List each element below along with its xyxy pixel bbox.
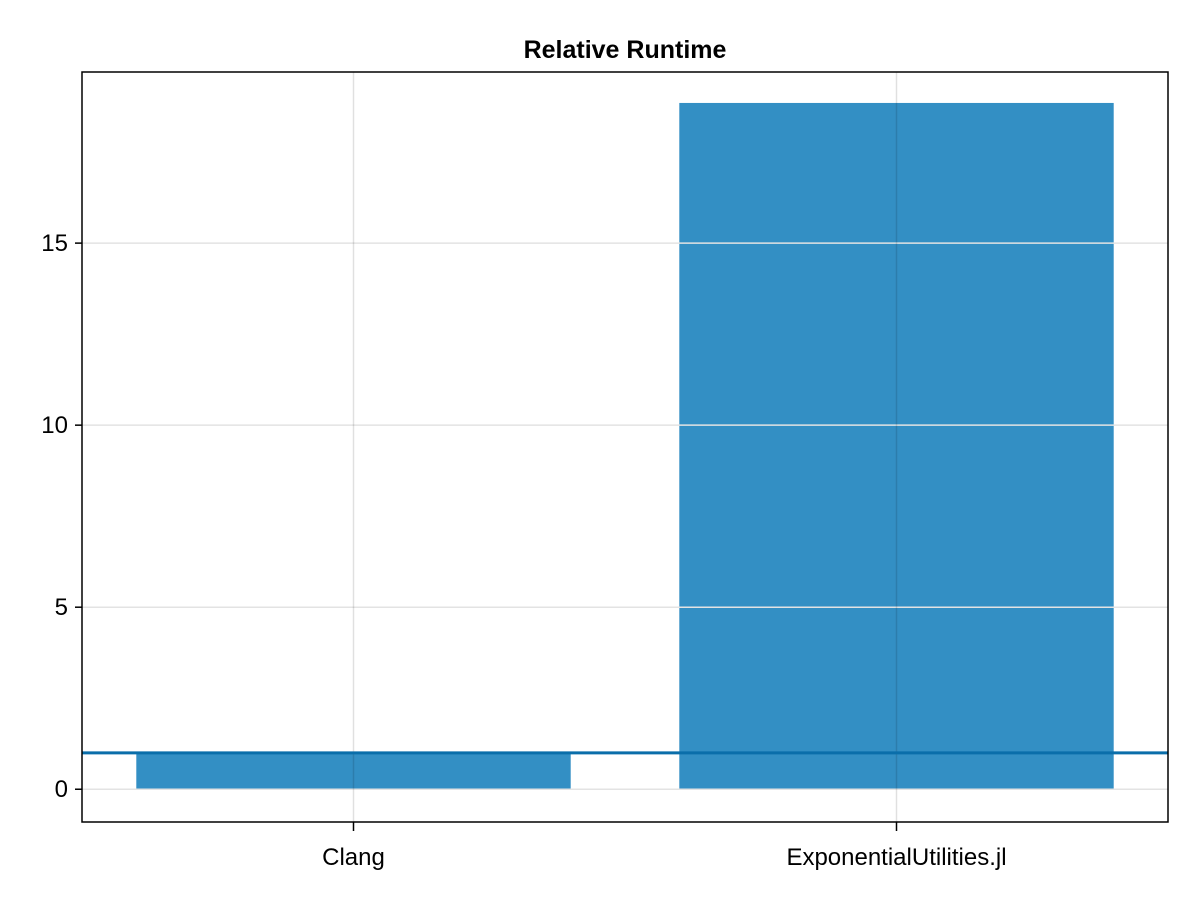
- x-tick-label: ExponentialUtilities.jl: [786, 844, 1006, 871]
- bars-layer: [136, 102, 1114, 790]
- y-tick-label: 0: [55, 776, 68, 803]
- chart-title: Relative Runtime: [524, 36, 727, 64]
- y-tick-label: 15: [41, 230, 68, 257]
- x-tick-label: Clang: [322, 844, 385, 871]
- grid-layer: [82, 72, 1168, 822]
- axes-layer: [81, 71, 1169, 823]
- ticks-layer: 0 5 10 15 Clang ExponentialUtilities.jl: [41, 230, 1006, 871]
- y-tick-label: 10: [41, 412, 68, 439]
- y-tick-label: 5: [55, 594, 68, 621]
- bar-exponentialutilities-jl: [679, 102, 1114, 790]
- plot-frame: [81, 71, 1169, 823]
- bar-clang: [136, 752, 571, 790]
